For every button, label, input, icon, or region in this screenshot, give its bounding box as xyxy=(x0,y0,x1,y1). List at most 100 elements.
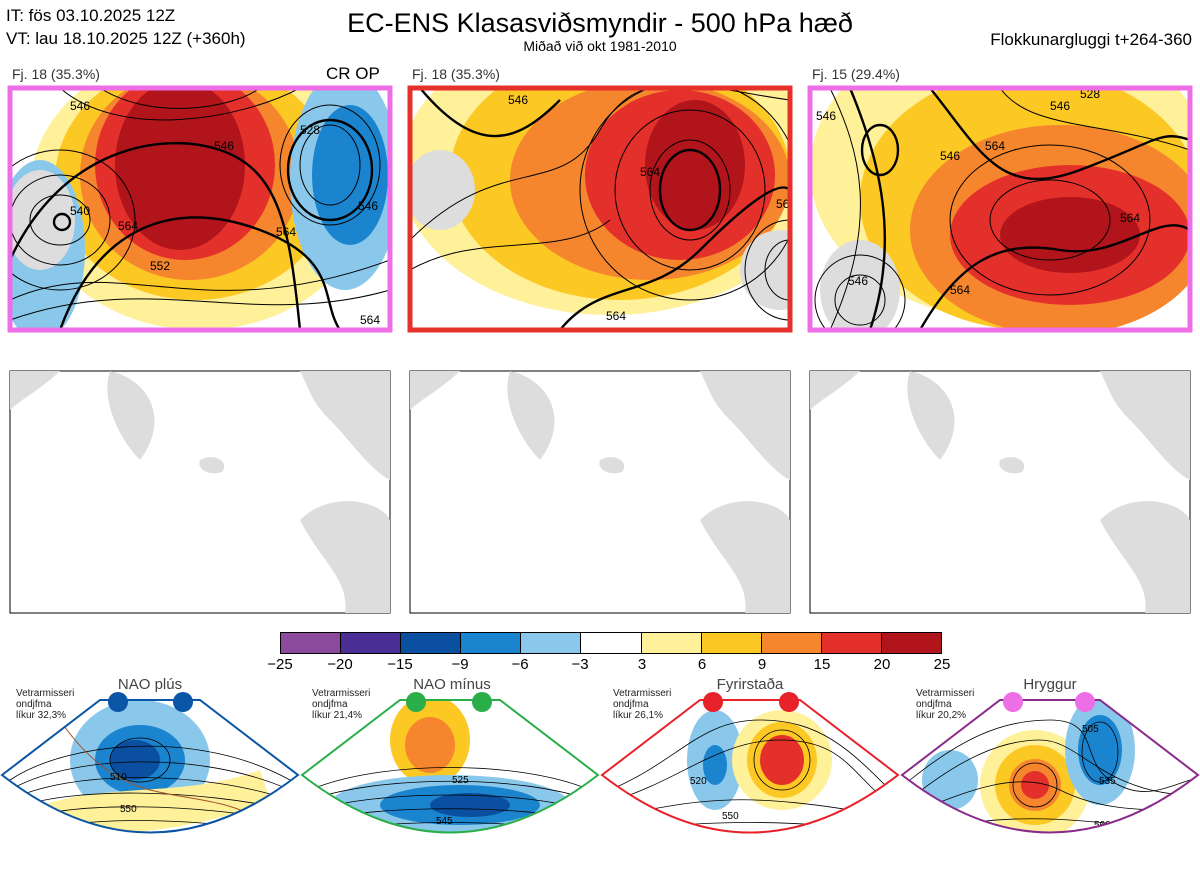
regime-info-line: líkur 20,2% xyxy=(916,710,967,721)
contour-label: 564 xyxy=(985,139,1005,153)
contour-label: 546 xyxy=(1050,99,1070,113)
header-info: IT: fös 03.10.2025 12Z VT: lau 18.10.202… xyxy=(6,4,246,50)
colorbar-segment xyxy=(281,633,341,653)
valid-time: VT: lau 18.10.2025 12Z (+360h) xyxy=(6,29,246,48)
colorbar xyxy=(280,632,942,654)
colorbar-segment xyxy=(820,633,881,653)
colorbar-tick: −15 xyxy=(387,656,413,673)
regime-1-dot xyxy=(108,692,128,712)
regime-info-line: Vetrarmisseri xyxy=(312,688,371,699)
regime-contour-label: 510 xyxy=(110,772,127,783)
contour-label: 564 xyxy=(640,165,660,179)
regime-info-line: Vetrarmisseri xyxy=(613,688,672,699)
regime-3-info: Vetrarmisseri ondjfma líkur 26,1% xyxy=(613,688,671,721)
contour-label: 546 xyxy=(70,99,90,113)
empty-map-2 xyxy=(409,370,791,614)
cluster-3-label: Fj. 15 (29.4%) xyxy=(812,66,900,82)
colorbar-segment xyxy=(520,633,581,653)
regime-2-dot xyxy=(406,692,426,712)
regime-info-line: líkur 26,1% xyxy=(613,710,664,721)
colorbar-segment xyxy=(340,633,401,653)
cluster-2-frame xyxy=(407,85,793,333)
contour-label: 552 xyxy=(150,259,170,273)
regime-info-line: Vetrarmisseri xyxy=(16,688,75,699)
contour-label: 564 xyxy=(118,219,138,233)
contour-label: 546 xyxy=(848,274,868,288)
colorbar-segment xyxy=(640,633,701,653)
colorbar-segment xyxy=(760,633,821,653)
colorbar-tick: 20 xyxy=(873,656,891,673)
regime-info-line: Vetrarmisseri xyxy=(916,688,975,699)
regime-2-frame xyxy=(300,699,600,834)
regime-info-line: ondjfma xyxy=(312,699,348,710)
regime-4-frame xyxy=(900,699,1200,834)
colorbar-tick: −25 xyxy=(267,656,293,673)
empty-map-3 xyxy=(809,370,1191,614)
regime-contour-label: 550 xyxy=(120,804,137,815)
colorbar-segment xyxy=(400,633,461,653)
regime-contour-label: 525 xyxy=(452,775,469,786)
colorbar-segment xyxy=(460,633,521,653)
cluster-1-label: Fj. 18 (35.3%) xyxy=(12,66,100,82)
contour-label: 546 xyxy=(214,139,234,153)
regime-4-info: Vetrarmisseri ondjfma líkur 20,2% xyxy=(916,688,974,721)
regime-4-map: 505 535 560 xyxy=(909,700,1191,833)
regime-info-line: líkur 21,4% xyxy=(312,710,363,721)
cluster-window: Flokkunargluggi t+264-360 xyxy=(990,30,1192,49)
regime-contour-label: 545 xyxy=(436,816,453,827)
regime-3-dot xyxy=(779,692,799,712)
regime-contour-label: 535 xyxy=(1099,776,1116,787)
contour-label: 546 xyxy=(816,109,836,123)
contour-label: 528 xyxy=(300,123,320,137)
contour-label: 546 xyxy=(358,199,378,213)
regime-4-dot xyxy=(1075,692,1095,712)
colorbar-tick: 9 xyxy=(757,656,767,673)
regime-info-line: ondjfma xyxy=(916,699,952,710)
regime-info-line: ondjfma xyxy=(613,699,649,710)
regime-2-info: Vetrarmisseri ondjfma líkur 21,4% xyxy=(312,688,370,721)
regime-4-dot xyxy=(1003,692,1023,712)
regime-3-frame xyxy=(600,699,900,834)
regime-1-frame xyxy=(0,699,300,834)
colorbar-tick: 25 xyxy=(933,656,951,673)
regime-2-dot xyxy=(472,692,492,712)
colorbar-segment xyxy=(880,633,942,653)
colorbar-tick: 6 xyxy=(697,656,707,673)
contour-label: 564 xyxy=(606,309,626,323)
cluster-3-frame xyxy=(807,85,1193,333)
regime-contour-label: 560 xyxy=(737,833,754,844)
regime-contour-label: 565 xyxy=(446,850,463,861)
regime-info-line: ondjfma xyxy=(16,699,52,710)
initial-time: IT: fös 03.10.2025 12Z xyxy=(6,6,176,25)
colorbar-segment xyxy=(700,633,761,653)
colorbar-tick: −6 xyxy=(511,656,529,673)
colorbar-tick: −9 xyxy=(451,656,469,673)
regime-4-title: Hryggur xyxy=(1023,676,1077,693)
regime-3-dot xyxy=(703,692,723,712)
contour-label: 564 xyxy=(1120,211,1140,225)
contour-label: 546 xyxy=(508,93,528,107)
regime-3-title: Fyrirstaða xyxy=(716,676,784,693)
contour-label: 564 xyxy=(276,225,296,239)
regime-contour-label: 505 xyxy=(1082,724,1099,735)
regime-contour-label: 550 xyxy=(722,811,739,822)
colorbar-segment xyxy=(580,633,641,653)
colorbar-ticks: −25 −20 −15 −9 −6 −3 3 6 9 15 20 25 xyxy=(267,656,950,676)
cluster-3-map: 546 546 528 546 564 564 546 564 xyxy=(810,88,1190,330)
cluster-1-map: 546 528 546 564 552 540 564 546 564 xyxy=(10,88,390,330)
page-subtitle: Miðað við okt 1981-2010 xyxy=(523,38,677,54)
colorbar-tick: −3 xyxy=(571,656,589,673)
colorbar-tick: 15 xyxy=(813,656,831,673)
cluster-1-frame xyxy=(7,85,393,333)
contour-label: 546 xyxy=(940,149,960,163)
colorbar-tick: 3 xyxy=(637,656,647,673)
regime-1-dot xyxy=(173,692,193,712)
regime-1-info: Vetrarmisseri ondjfma líkur 32,3% xyxy=(16,688,74,721)
contour-label: 564 xyxy=(360,313,380,327)
page-title: EC-ENS Klasasviðsmyndir - 500 hPa hæð xyxy=(347,8,853,38)
regime-2-map: 525 545 565 xyxy=(309,700,591,861)
regime-contour-label: 520 xyxy=(690,776,707,787)
regime-3-map: 520 550 560 xyxy=(609,710,891,844)
regime-1-title: NAO plús xyxy=(117,676,183,693)
colorbar-tick: −20 xyxy=(327,656,353,673)
